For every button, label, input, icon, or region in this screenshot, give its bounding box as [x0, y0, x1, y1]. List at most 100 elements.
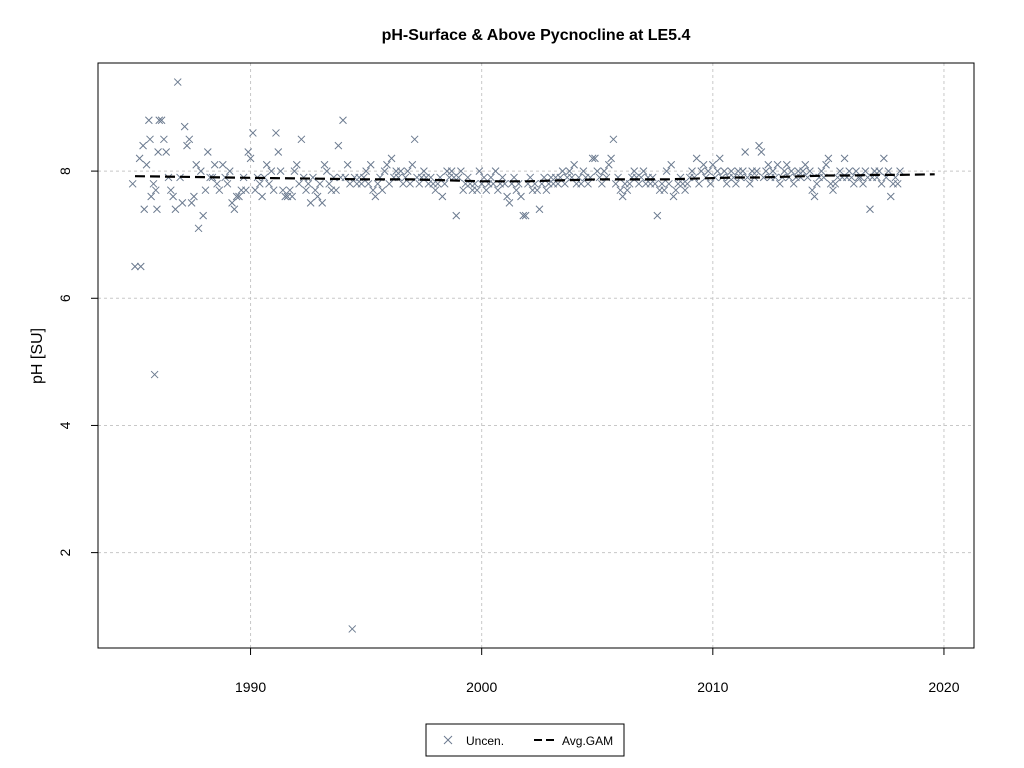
data-point-209	[604, 160, 613, 169]
data-point-92	[334, 141, 343, 150]
data-point-35	[201, 186, 210, 195]
chart-title: pH-Surface & Above Pycnocline at LE5.4	[382, 27, 691, 44]
x-tick-label-1: 2000	[466, 679, 497, 695]
data-point-326	[875, 167, 884, 175]
data-point-71	[285, 186, 294, 195]
data-point-259	[720, 167, 729, 175]
y-tick-label-1: 4	[57, 421, 73, 429]
data-point-276	[759, 173, 768, 182]
data-point-109	[373, 179, 382, 188]
data-point-319	[859, 179, 867, 188]
data-point-294	[801, 160, 810, 169]
data-point-330	[884, 167, 893, 175]
data-point-322	[866, 205, 874, 214]
data-point-299	[812, 179, 821, 188]
data-point-65	[272, 129, 280, 137]
data-point-64	[269, 186, 278, 195]
legend-marker-uncen	[443, 735, 453, 745]
data-point-138	[440, 179, 449, 188]
data-point-15	[155, 116, 164, 125]
data-point-115	[387, 154, 396, 163]
data-point-27	[183, 141, 191, 150]
data-point-111	[378, 186, 387, 195]
data-point-76	[297, 135, 306, 144]
data-point-84	[316, 179, 324, 188]
data-point-39	[210, 160, 219, 169]
gam-line-group	[134, 173, 935, 183]
data-point-129	[420, 167, 428, 175]
data-point-80	[306, 199, 315, 207]
data-point-327	[877, 179, 886, 188]
data-point-73	[290, 167, 299, 175]
data-point-20	[166, 186, 175, 195]
data-point-122	[403, 167, 412, 175]
data-point-34	[199, 211, 208, 220]
data-point-66	[274, 148, 283, 156]
data-point-273	[752, 167, 761, 175]
data-point-36	[203, 148, 212, 156]
data-point-81	[309, 173, 317, 182]
data-point-17	[160, 135, 168, 144]
data-point-67	[276, 167, 285, 175]
gam-line	[134, 173, 935, 183]
data-point-289	[789, 179, 798, 188]
data-point-49	[235, 192, 243, 201]
legend-box	[425, 723, 625, 757]
data-point-124	[408, 160, 417, 169]
data-point-22	[171, 205, 180, 214]
data-point-200	[584, 179, 592, 188]
data-point-105	[364, 179, 373, 188]
data-point-58	[255, 179, 264, 188]
data-point-278	[764, 160, 773, 169]
data-point-45	[225, 167, 234, 175]
data-point-309	[836, 167, 844, 175]
data-point-288	[787, 167, 796, 175]
data-point-232	[658, 179, 666, 188]
data-point-268	[741, 148, 750, 156]
data-point-194	[570, 160, 578, 169]
data-point-94	[339, 116, 347, 125]
y-tick-label-3: 8	[57, 167, 73, 175]
data-point-173	[521, 211, 530, 220]
data-point-55	[249, 129, 257, 137]
data-point-313	[845, 167, 854, 175]
data-point-234	[662, 167, 671, 175]
data-point-32	[194, 224, 203, 233]
data-point-204	[593, 167, 602, 175]
data-point-145	[457, 167, 465, 175]
data-point-171	[517, 192, 525, 201]
data-point-165	[503, 192, 511, 201]
data-point-242	[681, 186, 689, 195]
data-point-134	[431, 186, 440, 195]
data-point-217	[623, 186, 632, 195]
data-point-311	[840, 154, 849, 163]
data-point-146	[459, 186, 468, 195]
data-point-303	[822, 160, 830, 169]
data-point-112	[380, 167, 389, 175]
data-point-254	[708, 160, 717, 169]
legend: Uncen. Avg.GAM	[425, 723, 625, 757]
data-point-220	[630, 167, 639, 175]
data-point-264	[732, 179, 740, 188]
data-point-23	[173, 78, 182, 86]
data-point-48	[232, 192, 241, 201]
data-point-119	[396, 167, 405, 175]
data-point-334	[893, 179, 902, 188]
data-point-307	[831, 179, 840, 188]
data-point-282	[773, 160, 782, 169]
data-point-182	[542, 186, 551, 195]
data-point-75	[295, 179, 303, 188]
data-point-135	[433, 179, 442, 188]
data-point-42	[218, 160, 227, 169]
data-point-206	[598, 179, 606, 188]
data-point-86	[320, 160, 329, 169]
data-point-56	[251, 186, 260, 195]
data-point-87	[322, 167, 331, 175]
data-point-262	[727, 167, 736, 175]
data-point-82	[311, 186, 320, 195]
data-point-229	[651, 179, 659, 188]
data-point-2	[135, 154, 144, 163]
data-point-172	[519, 211, 528, 220]
data-point-29	[187, 199, 196, 207]
data-point-166	[505, 199, 514, 207]
